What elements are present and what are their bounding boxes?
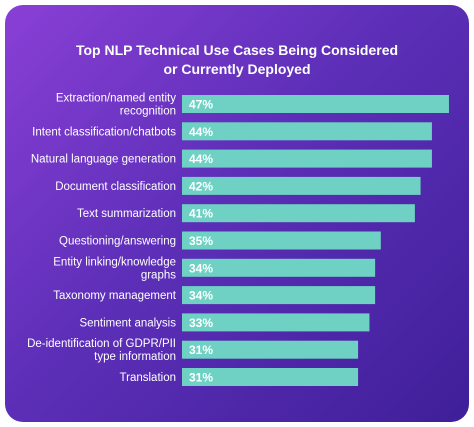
value-label-5: 41%: [189, 207, 213, 221]
category-label-10: De-identification of GDPR/PII type inform…: [27, 338, 176, 363]
bar-7: [182, 258, 376, 277]
bar-1: [182, 95, 449, 113]
value-label-7: 34%: [189, 261, 213, 275]
value-label-6: 35%: [189, 234, 213, 248]
chart-title: Top NLP Technical Use Cases Being Consid…: [5, 41, 469, 79]
category-label-1: Extraction/named entity recognition: [56, 93, 176, 118]
bar-5: [182, 204, 415, 223]
chart-title-line-1: Top NLP Technical Use Cases Being Consid…: [75, 42, 399, 58]
bar-8: [182, 286, 376, 305]
value-label-11: 31%: [189, 371, 213, 385]
value-label-2: 44%: [189, 125, 213, 139]
bar-2: [182, 122, 432, 141]
value-label-4: 42%: [189, 179, 213, 193]
category-label-8: Taxonomy management: [53, 290, 177, 302]
bar-chart: 47% Extraction/named entity recognition 44%…: [27, 93, 449, 386]
bar-4: [182, 176, 421, 195]
chart-card: Top NLP Technical Use Cases Being Consid…: [5, 5, 469, 422]
chart-title-line-2: or Currently Deployed: [163, 61, 311, 77]
value-label-1: 47%: [189, 98, 213, 112]
category-label-9: Sentiment analysis: [79, 317, 176, 329]
value-label-10: 31%: [189, 343, 213, 357]
category-label-11: Translation: [120, 372, 176, 384]
category-label-7: Entity linking/knowledge graphs: [53, 256, 176, 281]
category-label-3: Natural language generation: [31, 154, 176, 166]
bar-9: [182, 313, 370, 332]
bar-11: [182, 368, 359, 386]
category-label-5: Text summarization: [77, 208, 176, 220]
bar-3: [182, 149, 432, 168]
bar-6: [182, 231, 381, 250]
value-label-8: 34%: [189, 289, 213, 303]
bar-10: [182, 340, 359, 359]
value-label-9: 33%: [189, 316, 213, 330]
category-label-2: Intent classification/chatbots: [32, 126, 176, 138]
value-label-3: 44%: [189, 152, 213, 166]
category-label-6: Questioning/answering: [59, 236, 176, 248]
category-label-4: Document classification: [55, 181, 176, 193]
